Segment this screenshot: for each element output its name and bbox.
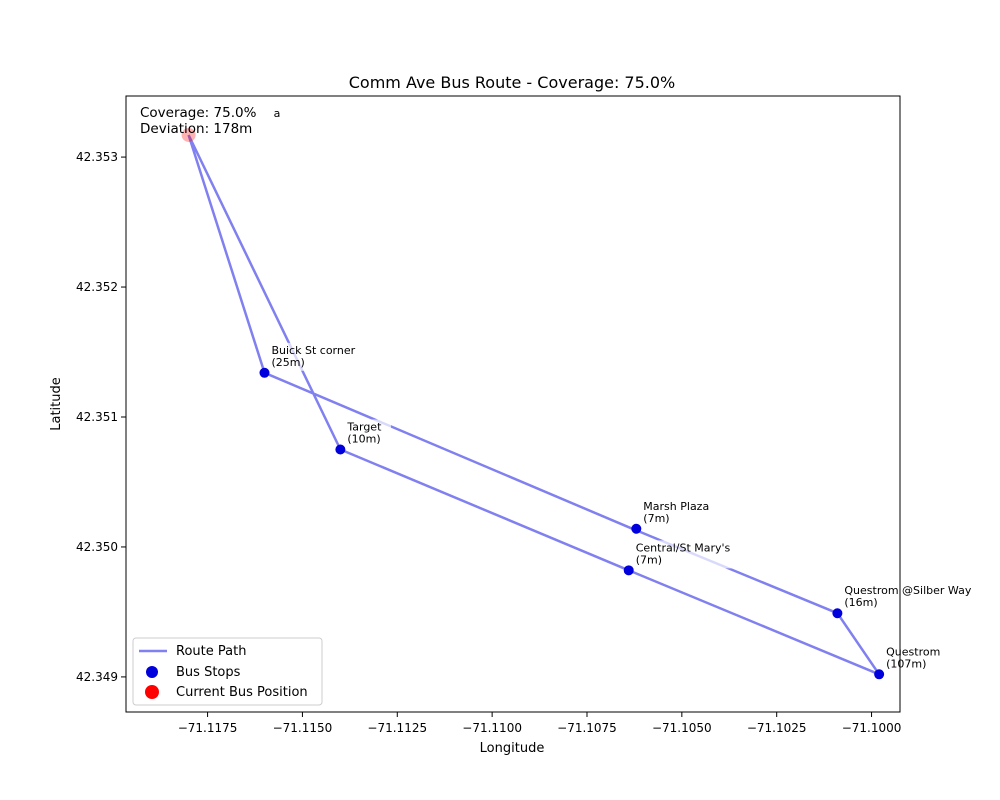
x-axis-label: Longitude xyxy=(480,741,545,756)
bus-stop-marker xyxy=(631,523,642,534)
x-tick-label: −71.1175 xyxy=(178,721,238,735)
current-bus-position-marker xyxy=(181,127,196,142)
x-tick-label: −71.1025 xyxy=(747,721,807,735)
y-axis-label: Latitude xyxy=(49,377,64,431)
bus-stop-label-background xyxy=(842,583,981,612)
bus-stop-name-label: Central/St Mary's xyxy=(636,541,731,554)
bus-stop-distance-label: (16m) xyxy=(844,596,877,609)
bus-stop-marker xyxy=(623,565,634,576)
y-tick-label: 42.351 xyxy=(76,410,118,424)
bus-stop-label-background xyxy=(633,540,752,569)
bus-stop-marker xyxy=(874,669,885,680)
bus-stop-marker xyxy=(335,444,346,455)
chart-title: Comm Ave Bus Route - Coverage: 75.0% xyxy=(349,73,676,92)
x-tick-label: −71.1100 xyxy=(462,721,522,735)
plot-area: a Buick St corner(25m) Target(10m) Marsh Pl… xyxy=(181,107,981,680)
deviation-info-text: Deviation: 178m xyxy=(140,121,252,137)
bus-stop-name-label: Questrom @Silber Way xyxy=(844,584,971,597)
bus-stop-name-label: Buick St corner xyxy=(271,344,355,357)
legend-current-position-label: Current Bus Position xyxy=(176,685,308,700)
bus-stop-distance-label: (7m) xyxy=(636,553,662,566)
legend-box xyxy=(132,637,323,706)
bus-stop-label-background xyxy=(269,342,375,371)
bus-stop-name-label: Target xyxy=(346,420,382,433)
bus-stop-marker xyxy=(259,367,270,378)
x-tick-label: −71.1075 xyxy=(557,721,617,735)
bus-stop-label-background xyxy=(884,644,943,673)
bus-stop-distance-label: (107m) xyxy=(886,657,926,670)
x-tick-label: −71.1150 xyxy=(273,721,333,735)
current-position-label: a xyxy=(274,107,281,120)
y-tick-label: 42.352 xyxy=(76,280,118,294)
x-tick-label: −71.1000 xyxy=(842,721,902,735)
legend-bus-stops-label: Bus Stops xyxy=(176,665,241,680)
route-path-line xyxy=(187,134,881,676)
bus-stop-label-background xyxy=(345,419,391,448)
bus-stop-name-label: Marsh Plaza xyxy=(643,500,709,513)
legend-route-path-label: Route Path xyxy=(176,644,246,659)
y-tick-label: 42.350 xyxy=(76,540,118,554)
bus-stop-distance-label: (25m) xyxy=(271,356,304,369)
y-tick-label: 42.353 xyxy=(76,150,118,164)
bus-stop-label-background xyxy=(641,498,720,527)
x-tick-label: −71.1050 xyxy=(652,721,712,735)
y-axis-ticks: 42.349 42.350 42.351 42.352 42.353 xyxy=(76,150,126,684)
legend: Route Path Bus Stops Current Bus Positio… xyxy=(132,637,323,706)
bus-stop-distance-label: (10m) xyxy=(347,432,380,445)
coverage-info-text: Coverage: 75.0% xyxy=(140,105,257,121)
bus-stop-marker xyxy=(832,608,843,619)
axes-frame xyxy=(125,95,901,713)
bus-stop-distance-label: (7m) xyxy=(643,512,669,525)
x-axis-ticks: −71.1175 −71.1150 −71.1125 −71.1100 −71.1075… xyxy=(178,712,902,735)
x-tick-label: −71.1125 xyxy=(367,721,427,735)
legend-bus-stops-swatch xyxy=(146,666,158,678)
y-tick-label: 42.349 xyxy=(76,670,118,684)
legend-current-position-swatch xyxy=(145,685,159,699)
